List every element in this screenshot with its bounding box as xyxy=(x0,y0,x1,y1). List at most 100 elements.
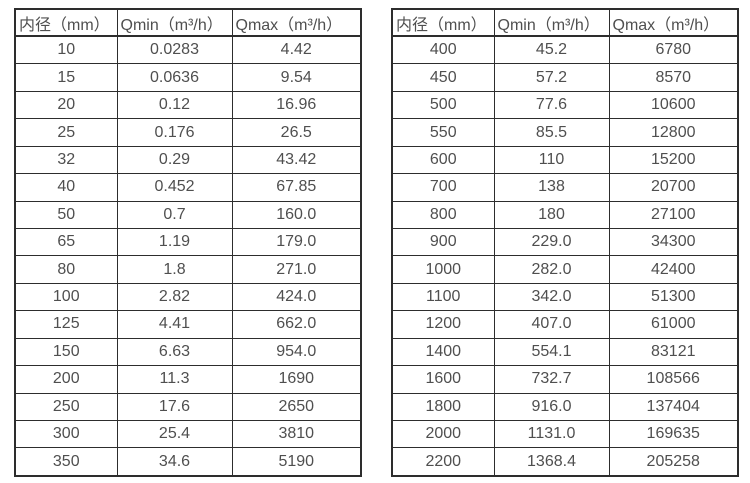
cell-qmin: 77.6 xyxy=(493,90,610,120)
cell-qmax: 2650 xyxy=(231,392,362,421)
header-row: 内径（mm） Qmin（m³/h） Qmax（m³/h） xyxy=(391,8,739,37)
table-row: 25 0.176 26.5 xyxy=(14,118,362,147)
table-row: 550 85.5 12800 xyxy=(391,118,739,147)
table-row: 15 0.0636 9.54 xyxy=(14,63,362,92)
cell-qmax: 10600 xyxy=(608,90,739,120)
cell-qmax: 271.0 xyxy=(231,255,362,284)
cell-inner-diameter: 20 xyxy=(14,90,118,120)
cell-qmin: 110 xyxy=(493,145,610,175)
table-row: 100 2.82 424.0 xyxy=(14,282,362,312)
cell-qmax: 4.42 xyxy=(231,35,362,65)
cell-qmax: 16.96 xyxy=(231,90,362,120)
cell-qmax: 160.0 xyxy=(231,200,362,229)
header-row: 内径（mm） Qmin（m³/h） Qmax（m³/h） xyxy=(14,8,362,37)
cell-qmax: 61000 xyxy=(608,310,739,339)
table-row: 400 45.2 6780 xyxy=(391,35,739,65)
cell-inner-diameter: 900 xyxy=(391,227,495,257)
cell-qmin: 4.41 xyxy=(116,310,233,339)
table-row: 900 229.0 34300 xyxy=(391,227,739,257)
cell-qmin: 138 xyxy=(493,173,610,202)
cell-qmin: 0.176 xyxy=(116,118,233,147)
cell-qmax: 108566 xyxy=(608,365,739,394)
table-row: 2000 1131.0 169635 xyxy=(391,419,739,449)
table-row: 800 180 27100 xyxy=(391,200,739,229)
cell-qmin: 2.82 xyxy=(116,282,233,312)
table-row: 1200 407.0 61000 xyxy=(391,310,739,339)
cell-qmin: 45.2 xyxy=(493,35,610,65)
cell-inner-diameter: 300 xyxy=(14,419,118,449)
cell-qmin: 17.6 xyxy=(116,392,233,421)
cell-inner-diameter: 1400 xyxy=(391,337,495,367)
table-row: 450 57.2 8570 xyxy=(391,63,739,92)
col-header-qmax: Qmax（m³/h） xyxy=(608,8,739,37)
cell-inner-diameter: 200 xyxy=(14,365,118,394)
cell-inner-diameter: 700 xyxy=(391,173,495,202)
cell-qmin: 85.5 xyxy=(493,118,610,147)
table-row: 700 138 20700 xyxy=(391,173,739,202)
cell-qmax: 662.0 xyxy=(231,310,362,339)
cell-qmin: 1368.4 xyxy=(493,447,610,477)
cell-qmax: 9.54 xyxy=(231,63,362,92)
cell-qmax: 1690 xyxy=(231,365,362,394)
cell-qmin: 0.452 xyxy=(116,173,233,202)
cell-qmin: 25.4 xyxy=(116,419,233,449)
cell-inner-diameter: 15 xyxy=(14,63,118,92)
table-row: 125 4.41 662.0 xyxy=(14,310,362,339)
table-row: 150 6.63 954.0 xyxy=(14,337,362,367)
table-row: 1400 554.1 83121 xyxy=(391,337,739,367)
cell-inner-diameter: 1100 xyxy=(391,282,495,312)
cell-qmax: 43.42 xyxy=(231,145,362,175)
table-body: 400 45.2 6780 450 57.2 8570 500 77.6 10600 550 85.… xyxy=(391,35,739,477)
cell-inner-diameter: 2000 xyxy=(391,419,495,449)
cell-qmax: 6780 xyxy=(608,35,739,65)
cell-inner-diameter: 100 xyxy=(14,282,118,312)
table-row: 32 0.29 43.42 xyxy=(14,145,362,175)
cell-qmin: 0.12 xyxy=(116,90,233,120)
cell-inner-diameter: 1200 xyxy=(391,310,495,339)
table-row: 250 17.6 2650 xyxy=(14,392,362,421)
cell-qmin: 0.7 xyxy=(116,200,233,229)
table-row: 1600 732.7 108566 xyxy=(391,365,739,394)
cell-qmin: 1.8 xyxy=(116,255,233,284)
cell-qmin: 180 xyxy=(493,200,610,229)
col-header-qmin: Qmin（m³/h） xyxy=(493,8,610,37)
cell-qmin: 916.0 xyxy=(493,392,610,421)
cell-qmin: 229.0 xyxy=(493,227,610,257)
table-row: 50 0.7 160.0 xyxy=(14,200,362,229)
col-header-inner-diameter: 内径（mm） xyxy=(391,8,495,37)
cell-inner-diameter: 40 xyxy=(14,173,118,202)
cell-qmax: 26.5 xyxy=(231,118,362,147)
cell-qmin: 342.0 xyxy=(493,282,610,312)
table-row: 1800 916.0 137404 xyxy=(391,392,739,421)
cell-qmin: 282.0 xyxy=(493,255,610,284)
cell-qmax: 205258 xyxy=(608,447,739,477)
cell-qmax: 8570 xyxy=(608,63,739,92)
cell-qmax: 51300 xyxy=(608,282,739,312)
cell-qmax: 179.0 xyxy=(231,227,362,257)
cell-inner-diameter: 65 xyxy=(14,227,118,257)
cell-qmin: 554.1 xyxy=(493,337,610,367)
cell-qmin: 34.6 xyxy=(116,447,233,477)
cell-qmin: 57.2 xyxy=(493,63,610,92)
cell-qmax: 34300 xyxy=(608,227,739,257)
cell-qmin: 0.29 xyxy=(116,145,233,175)
cell-qmin: 407.0 xyxy=(493,310,610,339)
cell-inner-diameter: 350 xyxy=(14,447,118,477)
flow-range-table-left: 内径（mm） Qmin（m³/h） Qmax（m³/h） 10 0.0283 4.4… xyxy=(14,8,362,477)
cell-inner-diameter: 500 xyxy=(391,90,495,120)
cell-inner-diameter: 125 xyxy=(14,310,118,339)
table-row: 600 110 15200 xyxy=(391,145,739,175)
cell-qmax: 27100 xyxy=(608,200,739,229)
table-row: 10 0.0283 4.42 xyxy=(14,35,362,65)
table-row: 2200 1368.4 205258 xyxy=(391,447,739,477)
table-row: 300 25.4 3810 xyxy=(14,419,362,449)
cell-inner-diameter: 1600 xyxy=(391,365,495,394)
cell-inner-diameter: 32 xyxy=(14,145,118,175)
cell-qmax: 424.0 xyxy=(231,282,362,312)
cell-qmax: 83121 xyxy=(608,337,739,367)
cell-qmax: 3810 xyxy=(231,419,362,449)
cell-inner-diameter: 250 xyxy=(14,392,118,421)
table-row: 500 77.6 10600 xyxy=(391,90,739,120)
table-row: 200 11.3 1690 xyxy=(14,365,362,394)
